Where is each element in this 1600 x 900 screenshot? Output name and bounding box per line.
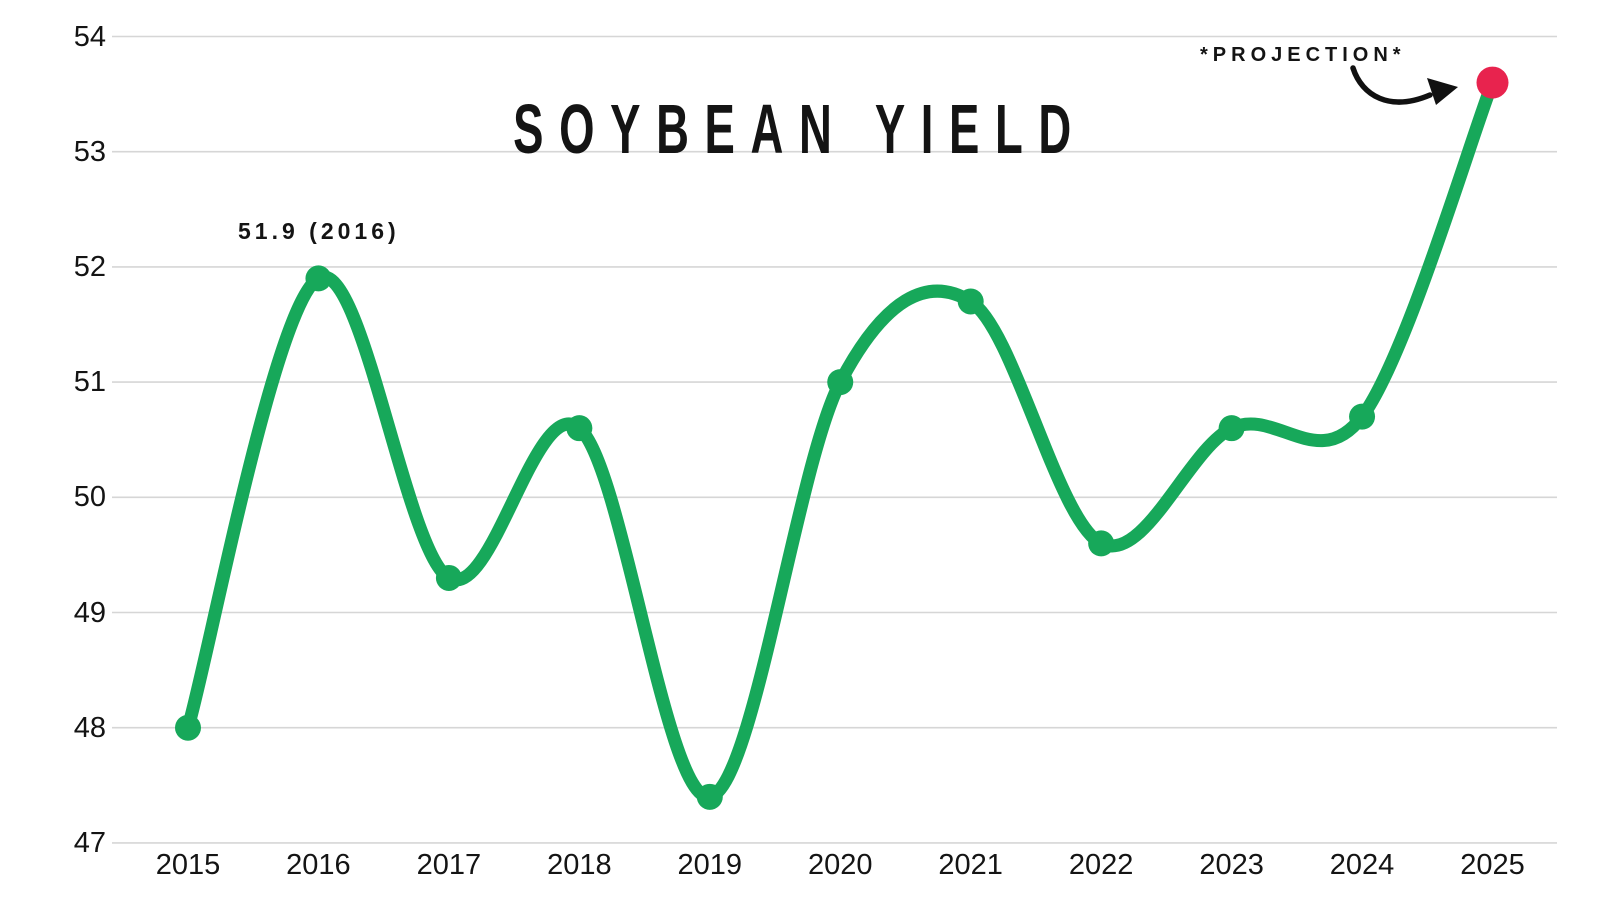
- x-tick-label: 2019: [677, 849, 743, 881]
- y-tick-label: 54: [73, 20, 106, 53]
- x-tick-label: 2022: [1068, 849, 1134, 881]
- data-point: [957, 288, 984, 315]
- x-tick-label: 2025: [1460, 849, 1525, 881]
- chart-title: SOYBEAN YIELD: [513, 90, 1087, 168]
- y-tick-label: 49: [73, 596, 106, 629]
- x-tick-label: 2023: [1199, 849, 1264, 881]
- gridlines: [112, 35, 1557, 844]
- data-points: [175, 66, 1509, 810]
- x-tick-label: 2015: [155, 849, 221, 881]
- x-tick-label: 2016: [286, 849, 351, 881]
- data-point: [827, 369, 854, 396]
- data-point: [566, 415, 593, 442]
- data-point: [696, 783, 723, 810]
- y-tick-label: 48: [73, 711, 106, 744]
- x-tick-label: 2017: [416, 849, 482, 881]
- x-tick-label: 2018: [547, 849, 612, 881]
- data-point: [435, 564, 462, 591]
- projection-annotation: *PROJECTION*: [1200, 44, 1406, 66]
- data-point: [1349, 403, 1376, 430]
- data-point: [1218, 415, 1245, 442]
- projection-point: [1476, 66, 1509, 99]
- yield-line: [181, 76, 1499, 804]
- y-tick-label: 53: [73, 135, 106, 168]
- y-tick-label: 51: [73, 366, 106, 399]
- x-tick-label: 2024: [1329, 849, 1395, 881]
- x-tick-label: 2020: [807, 849, 873, 881]
- y-tick-label: 50: [73, 481, 106, 514]
- x-tick-label: 2021: [938, 849, 1003, 881]
- data-point: [305, 265, 332, 292]
- projection-arrow-icon: [1350, 65, 1458, 105]
- data-point: [1088, 530, 1115, 557]
- y-tick-label: 47: [73, 826, 106, 859]
- y-tick-label: 52: [73, 250, 106, 283]
- peak-annotation: 51.9 (2016): [238, 218, 400, 244]
- data-point: [175, 714, 201, 741]
